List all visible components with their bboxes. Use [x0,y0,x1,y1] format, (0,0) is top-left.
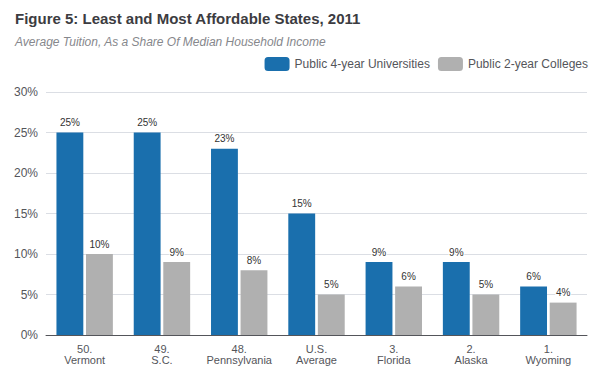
svg-text:2.: 2. [466,342,476,355]
svg-text:4%: 4% [556,287,571,298]
svg-text:Alaska: Alaska [455,354,489,366]
svg-text:Average Tuition, As a Share Of: Average Tuition, As a Share Of Median Ho… [14,35,326,49]
svg-text:8%: 8% [247,255,262,266]
svg-text:5%: 5% [479,279,494,290]
svg-text:U.S.: U.S. [305,342,328,355]
svg-text:9%: 9% [372,247,387,258]
svg-text:Florida: Florida [377,354,412,366]
svg-text:25%: 25% [14,126,38,140]
svg-text:Average: Average [296,354,337,366]
svg-text:10%: 10% [89,239,109,250]
svg-text:5%: 5% [21,288,39,302]
svg-text:15%: 15% [292,198,312,209]
svg-text:Pennsylvania: Pennsylvania [207,354,273,366]
svg-text:Wyoming: Wyoming [525,354,571,366]
svg-text:Public 4-year Universities: Public 4-year Universities [295,57,430,71]
svg-text:10%: 10% [14,247,38,261]
svg-text:50.: 50. [77,342,93,355]
svg-text:20%: 20% [14,166,38,180]
svg-text:0%: 0% [21,328,39,342]
svg-text:15%: 15% [14,207,38,221]
svg-text:9%: 9% [449,247,464,258]
svg-text:1.: 1. [543,342,553,355]
svg-text:3.: 3. [389,342,399,355]
svg-text:25%: 25% [60,117,80,128]
svg-text:23%: 23% [214,133,234,144]
svg-text:Vermont: Vermont [64,354,105,366]
svg-text:S.C.: S.C. [151,354,172,366]
svg-text:Figure 5: Least and Most Affor: Figure 5: Least and Most Affordable Stat… [15,10,360,27]
svg-text:5%: 5% [324,279,339,290]
svg-text:6%: 6% [526,271,541,282]
svg-text:9%: 9% [169,247,184,258]
svg-text:49.: 49. [154,342,170,355]
svg-text:48.: 48. [231,342,247,355]
svg-text:25%: 25% [137,117,157,128]
svg-text:Public 2-year Colleges: Public 2-year Colleges [468,57,588,71]
svg-text:30%: 30% [14,85,38,99]
svg-text:6%: 6% [401,271,416,282]
